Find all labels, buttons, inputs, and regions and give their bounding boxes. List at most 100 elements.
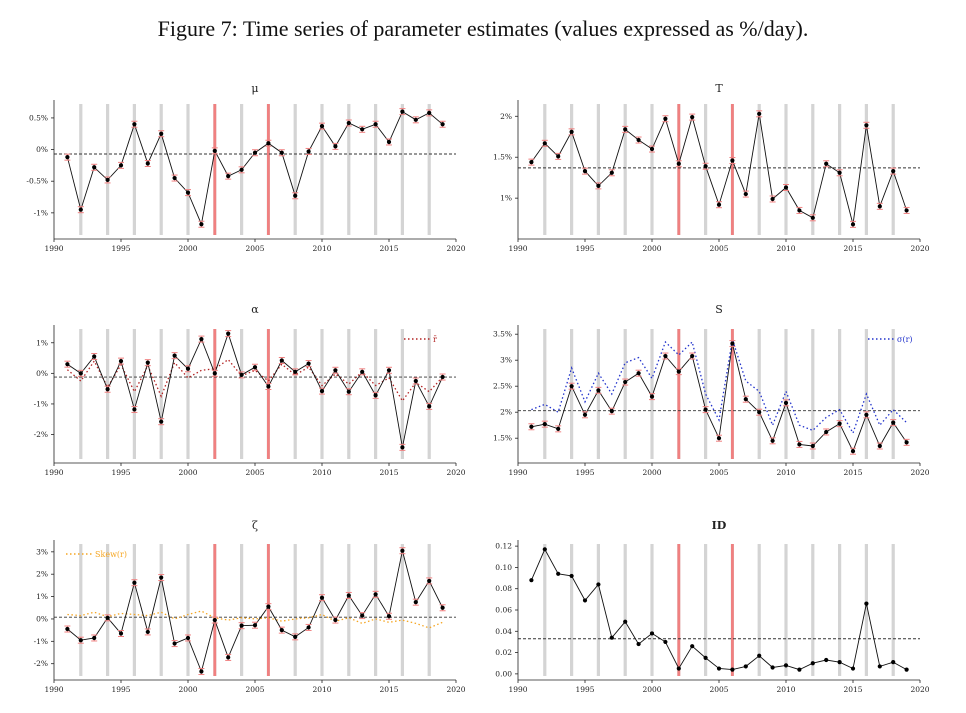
year-bar	[293, 104, 297, 235]
x-tick-label: 1990	[44, 468, 63, 477]
panel-ID: ID 0.00 0.02 0.04 0.06 0.08 0.10 0.12 1990 1995 20…	[495, 519, 929, 694]
data-point	[609, 170, 614, 175]
year-bar	[570, 104, 574, 235]
x-tick-label: 2005	[245, 685, 264, 694]
data-point	[569, 384, 574, 389]
year-bar	[704, 329, 708, 459]
data-point	[132, 407, 137, 412]
x-tick-label: 2000	[642, 685, 661, 694]
data-point	[373, 592, 378, 597]
data-point	[413, 378, 418, 384]
data-point	[373, 122, 378, 127]
data-point	[864, 601, 869, 606]
y-tick-label: -2%	[34, 430, 48, 439]
data-point	[239, 623, 244, 628]
x-tick-label: 2000	[178, 468, 197, 477]
panel-T: T 1% 1.5% 2% 1990 1995 2000 2005 2010 2015 2020	[493, 82, 930, 253]
data-point	[837, 660, 842, 665]
x-tick-label: 2020	[910, 685, 929, 694]
event-line	[267, 329, 270, 459]
year-bar	[132, 329, 136, 459]
data-point	[757, 111, 762, 116]
data-point	[716, 666, 722, 671]
data-point	[529, 160, 534, 165]
data-point	[279, 358, 284, 363]
year-bar	[186, 329, 190, 459]
y-tick-label: 0%	[36, 369, 48, 378]
data-point	[837, 421, 842, 426]
data-point	[239, 167, 244, 172]
data-point	[556, 154, 561, 159]
x-tick-label: 2005	[709, 468, 728, 477]
year-bar	[543, 104, 547, 235]
data-point	[703, 164, 708, 169]
data-point	[118, 359, 124, 364]
data-point	[663, 353, 668, 359]
y-tick-label: 2%	[500, 408, 512, 417]
data-point	[413, 600, 418, 605]
x-tick-label: 2010	[776, 685, 795, 694]
data-point	[333, 617, 338, 623]
data-point	[172, 175, 177, 181]
panel-mu: μ -1% -0.5% 0% 0.5% 1990 1995 2000 2005 2010 2015 2…	[26, 82, 465, 253]
data-point	[797, 208, 802, 213]
y-tick-label: 1%	[36, 592, 48, 601]
data-point	[542, 422, 547, 427]
data-point	[569, 573, 574, 579]
x-tick-label: 2010	[776, 244, 795, 253]
data-point	[105, 615, 110, 620]
data-point	[78, 371, 83, 376]
data-point	[743, 397, 748, 402]
data-point	[757, 410, 762, 415]
data-point	[360, 613, 365, 618]
y-tick-label: 2%	[500, 112, 512, 121]
year-bar	[427, 329, 431, 459]
y-tick-label: -1%	[34, 637, 48, 646]
data-point	[730, 158, 735, 163]
data-point	[319, 388, 325, 394]
year-bar	[570, 329, 574, 459]
y-tick-label: 0.06	[495, 606, 512, 615]
y-tick-label: 0.04	[495, 627, 512, 636]
year-bar	[400, 104, 404, 235]
x-tick-label: 2015	[843, 244, 862, 253]
alt-series-line	[66, 358, 444, 403]
year-bar	[427, 104, 431, 235]
year-bar	[320, 104, 324, 235]
year-bar	[240, 544, 244, 676]
data-point	[663, 639, 668, 645]
data-point	[797, 442, 802, 447]
data-point	[386, 139, 392, 145]
year-bar	[596, 104, 600, 235]
year-bar	[623, 104, 627, 235]
x-tick-label: 1990	[508, 468, 527, 477]
y-tick-label: 1%	[36, 338, 48, 347]
data-point	[810, 443, 815, 449]
alt-series-line	[531, 339, 908, 435]
x-tick-label: 1990	[44, 685, 63, 694]
year-bar	[79, 329, 83, 459]
data-point	[703, 407, 708, 412]
data-point	[306, 149, 311, 154]
year-bar	[704, 544, 708, 676]
year-bar	[400, 329, 404, 459]
year-bar	[79, 544, 83, 676]
data-point	[226, 174, 231, 179]
data-point	[159, 575, 164, 580]
data-point	[212, 148, 217, 153]
data-point	[623, 127, 628, 132]
data-point	[596, 582, 601, 587]
series-line	[530, 548, 907, 671]
x-tick-label: 2020	[910, 244, 929, 253]
year-bar	[891, 329, 895, 459]
data-point	[413, 117, 418, 122]
data-point	[582, 412, 588, 417]
data-point	[582, 169, 588, 174]
data-point	[78, 638, 83, 643]
data-point	[743, 664, 748, 669]
data-point	[716, 436, 722, 441]
year-bar	[543, 329, 547, 459]
x-tick-label: 2015	[843, 685, 862, 694]
x-tick-label: 2015	[379, 244, 398, 253]
year-bar	[374, 544, 378, 676]
